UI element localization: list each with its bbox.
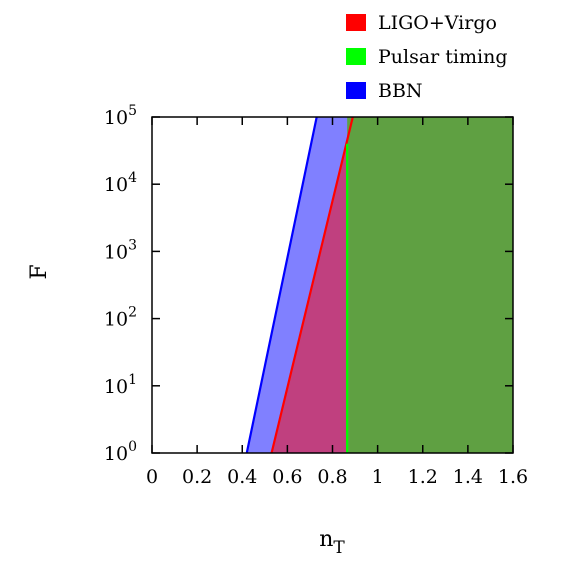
- legend-label: BBN: [378, 80, 423, 102]
- x-tick-label: 0.8: [317, 466, 347, 488]
- boundary-line-ligo-virgo: [270, 116, 354, 454]
- legend-swatch: [346, 48, 366, 65]
- x-tick-label: 0.4: [227, 466, 257, 488]
- y-axis-title: F: [27, 264, 52, 279]
- x-tick-label: 0.2: [182, 466, 212, 488]
- region-pulsar-timing: [347, 117, 513, 453]
- legend-label: Pulsar timing: [378, 46, 508, 68]
- x-axis-title: nT: [319, 527, 345, 558]
- y-tick-label: 104: [104, 170, 137, 196]
- legend-swatch: [346, 14, 366, 31]
- x-axis-title-main: n: [319, 527, 333, 552]
- y-tick-label: 103: [104, 237, 137, 263]
- axis-ticks: [151, 116, 514, 454]
- boundary-curves: [245, 116, 354, 454]
- x-axis-title-subscript: T: [333, 538, 345, 558]
- legend: LIGO+Virgo Pulsar timing BBN: [346, 12, 508, 102]
- x-tick-label: 1.2: [408, 466, 438, 488]
- x-tick-label: 0: [146, 466, 158, 488]
- y-tick-label: 100: [104, 439, 137, 465]
- legend-label: LIGO+Virgo: [378, 12, 497, 34]
- y-tick-label: 102: [104, 305, 137, 331]
- boundary-line-bbn: [245, 116, 318, 454]
- y-tick-label: 101: [104, 372, 137, 398]
- x-tick-label: 1: [372, 466, 384, 488]
- legend-swatch: [346, 82, 366, 99]
- exclusion-regions: [246, 117, 513, 453]
- x-tick-label: 1.6: [498, 466, 528, 488]
- x-tick-label: 1.4: [453, 466, 483, 488]
- x-tick-label: 0.6: [272, 466, 302, 488]
- y-tick-label: 105: [104, 103, 137, 129]
- tick-labels: 0 0.2 0.4 0.6 0.8 1 1.2 1.4 1.6 100 101 102 103 104 10…: [104, 103, 528, 488]
